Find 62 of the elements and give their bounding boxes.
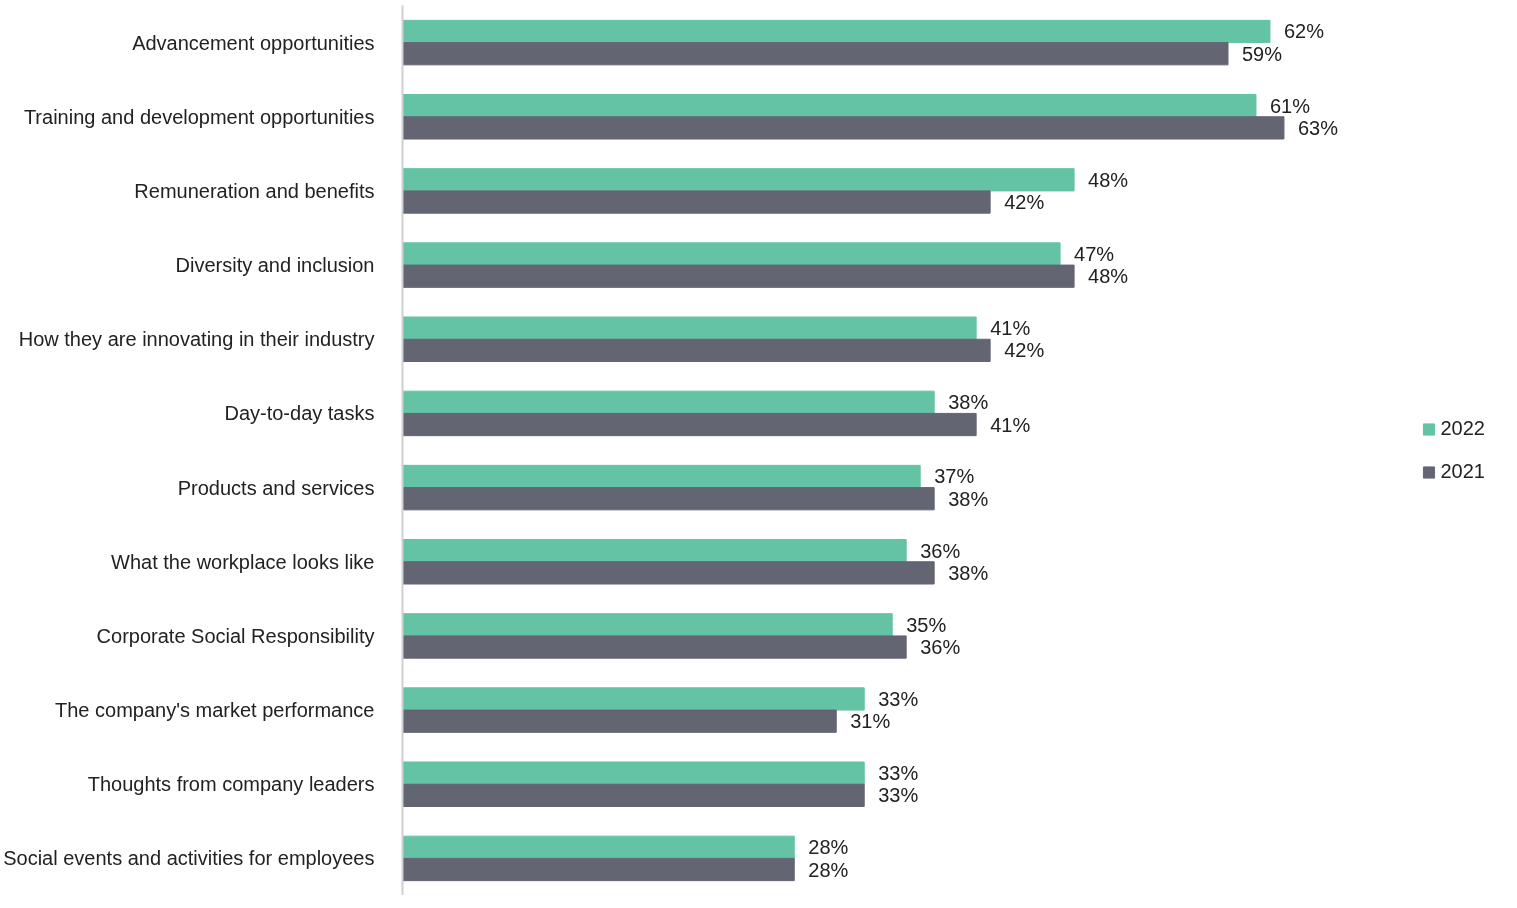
bar: [402, 264, 1075, 288]
y-tick-label: Day-to-day tasks: [224, 402, 375, 425]
data-label: 35%: [906, 613, 947, 636]
bar: [402, 116, 1285, 140]
bar: [402, 390, 935, 414]
bar: [402, 94, 1257, 118]
y-tick-label: Products and services: [177, 476, 375, 499]
bar: [402, 168, 1075, 192]
legend-label: 2021: [1440, 460, 1485, 483]
data-label: 33%: [878, 784, 919, 807]
y-tick-label: Remuneration and benefits: [134, 179, 375, 202]
bar: [402, 539, 907, 563]
data-label: 41%: [990, 317, 1031, 340]
bar: [402, 835, 795, 859]
bar: [402, 316, 977, 340]
data-label: 61%: [1269, 94, 1311, 117]
data-label: 36%: [920, 539, 961, 562]
y-tick-label: Social events and activities for employees: [3, 847, 375, 870]
data-label: 63%: [1297, 116, 1339, 139]
bar: [402, 857, 795, 882]
data-label: 38%: [948, 487, 989, 510]
data-label: 42%: [1004, 339, 1045, 362]
data-label: 48%: [1088, 265, 1129, 288]
bar: [402, 613, 893, 637]
bar: [402, 709, 837, 733]
data-label: 37%: [934, 465, 975, 488]
bar: [402, 761, 865, 785]
data-label: 41%: [990, 413, 1031, 436]
data-label: 62%: [1283, 20, 1325, 43]
y-tick-label: Corporate Social Responsibility: [96, 624, 375, 647]
data-label: 59%: [1241, 42, 1283, 65]
data-label: 28%: [808, 858, 849, 881]
y-tick-label: Diversity and inclusion: [175, 254, 375, 277]
bar: [402, 412, 977, 437]
bar: [402, 338, 991, 362]
data-label: 38%: [948, 561, 989, 584]
bar: [402, 42, 1229, 66]
data-label: 33%: [878, 687, 919, 710]
data-label: 42%: [1004, 191, 1045, 214]
bar: [402, 487, 935, 511]
bar: [402, 19, 1271, 44]
data-label: 47%: [1074, 242, 1115, 265]
bar: [402, 190, 991, 214]
data-label: 38%: [948, 391, 989, 414]
bar: [402, 561, 935, 585]
y-tick-label: Thoughts from company leaders: [87, 773, 375, 796]
legend-label: 2022: [1440, 417, 1485, 440]
data-label: 28%: [808, 836, 849, 859]
y-tick-label: The company's market performance: [55, 699, 375, 722]
data-label: 48%: [1088, 168, 1129, 191]
bar: [402, 687, 865, 711]
y-tick-label: How they are innovating in their industry: [18, 328, 375, 351]
data-label: 33%: [878, 762, 919, 785]
bar: [402, 635, 907, 659]
data-label: 31%: [850, 710, 891, 733]
y-tick-label: What the workplace looks like: [111, 550, 375, 573]
bar: [402, 242, 1061, 266]
bar: [402, 783, 865, 807]
data-label: 36%: [920, 636, 961, 659]
bar: [402, 464, 921, 489]
y-tick-label: Training and development opportunities: [23, 105, 375, 128]
y-tick-label: Advancement opportunities: [132, 31, 375, 54]
